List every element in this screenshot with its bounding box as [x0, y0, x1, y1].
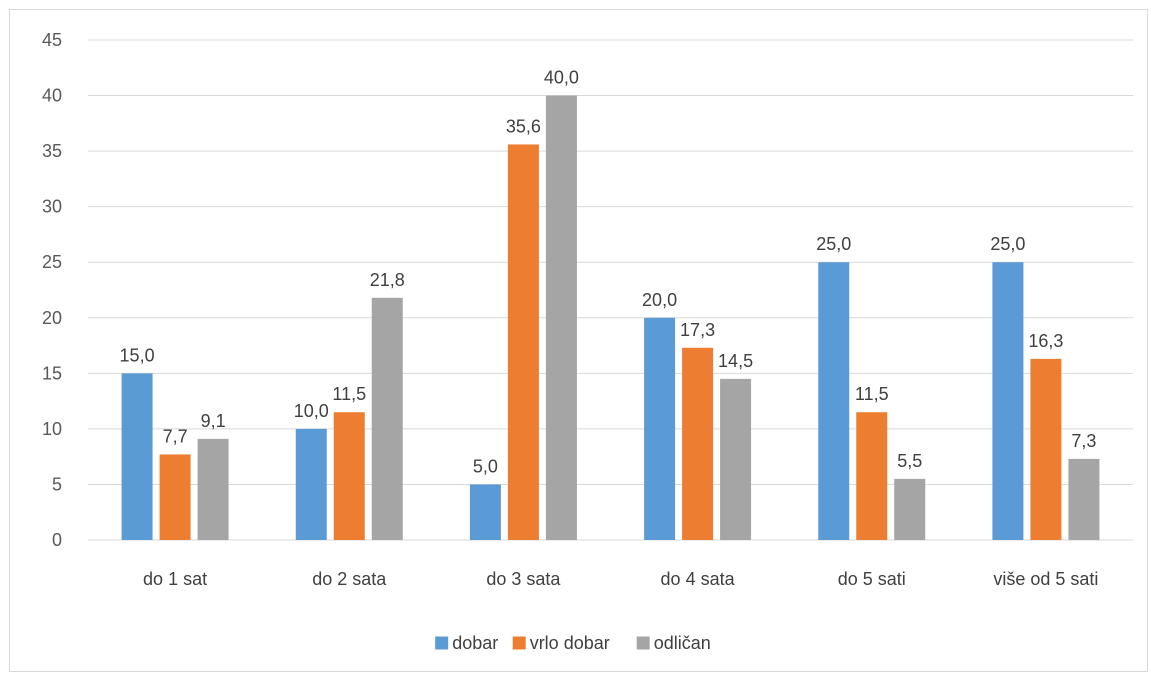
x-category-label: više od 5 sati	[993, 569, 1098, 589]
x-category-label: do 3 sata	[486, 569, 561, 589]
y-tick-label: 45	[42, 30, 62, 50]
y-tick-label: 40	[42, 86, 62, 106]
y-tick-label: 30	[42, 197, 62, 217]
data-label: 35,6	[506, 116, 541, 136]
bar-odličan-2	[545, 95, 577, 541]
legend-swatch-odličan	[636, 636, 650, 650]
bar-vrlo-dobar-4	[856, 412, 888, 540]
legend-label: dobar	[452, 633, 498, 653]
legend-label: odličan	[654, 633, 711, 653]
bar-vrlo-dobar-5	[1030, 358, 1062, 540]
bar-vrlo-dobar-1	[333, 412, 365, 540]
x-category-label: do 4 sata	[661, 569, 736, 589]
data-label: 9,1	[201, 411, 226, 431]
bar-vrlo-dobar-0	[159, 454, 191, 540]
bar-odličan-3	[720, 378, 752, 540]
legend-swatch-vrlo-dobar	[512, 636, 526, 650]
bar-dobar-5	[992, 262, 1024, 540]
y-tick-label: 0	[52, 530, 62, 550]
bar-odličan-0	[197, 438, 229, 540]
data-labels: 15,07,79,1 10,011,521,85,035,640,020,017,…	[120, 68, 1097, 477]
data-label: 17,3	[680, 320, 715, 340]
data-label: 7,3	[1071, 431, 1096, 451]
y-tick-label: 5	[52, 474, 62, 494]
data-label: 20,0	[642, 290, 677, 310]
data-label: 15,0	[120, 345, 155, 365]
legend-label: vrlo dobar	[530, 633, 610, 653]
bar-dobar-4	[818, 262, 850, 540]
bar-dobar-0	[121, 373, 153, 540]
data-label: 25,0	[816, 234, 851, 254]
data-label: 40,0	[544, 68, 579, 88]
bars	[121, 95, 1100, 541]
data-label: 5,0	[473, 456, 498, 476]
y-tick-label: 20	[42, 308, 62, 328]
data-label: 10,0	[294, 401, 329, 421]
y-tick-label: 35	[42, 141, 62, 161]
bar-vrlo-dobar-2	[507, 144, 539, 540]
data-label: 11,5	[855, 384, 889, 404]
x-category-label: do 1 sat	[143, 569, 207, 589]
legend: dobar vrlo dobar odličan	[435, 633, 711, 653]
bar-odličan-5	[1068, 458, 1100, 540]
data-label: 16,3	[1028, 331, 1063, 351]
chart-frame	[9, 9, 1148, 672]
bar-vrlo-dobar-3	[682, 347, 714, 540]
data-label: 11,5	[332, 384, 366, 404]
x-category-label: do 2 sata	[312, 569, 387, 589]
bar-odličan-1	[371, 297, 403, 540]
bar-dobar-1	[295, 428, 327, 540]
x-category-label: do 5 sati	[838, 569, 906, 589]
bar-dobar-2	[469, 484, 501, 540]
data-label: 14,5	[718, 351, 753, 371]
data-label: 7,7	[163, 426, 188, 446]
data-label: 25,0	[990, 234, 1025, 254]
y-axis-ticks: 0 5 10 15 20 25 30 35 40 45	[42, 30, 62, 550]
y-tick-label: 10	[42, 419, 62, 439]
data-label: 21,8	[370, 270, 405, 290]
data-label: 5,5	[897, 451, 922, 471]
x-axis-categories: do 1 sat do 2 sata do 3 sata do 4 sata do 5 …	[143, 569, 1098, 589]
y-tick-label: 15	[42, 363, 62, 383]
bar-odličan-4	[894, 478, 926, 540]
y-tick-label: 25	[42, 252, 62, 272]
bar-dobar-3	[644, 317, 676, 540]
legend-swatch-dobar	[435, 636, 449, 650]
gridlines	[88, 39, 1133, 541]
